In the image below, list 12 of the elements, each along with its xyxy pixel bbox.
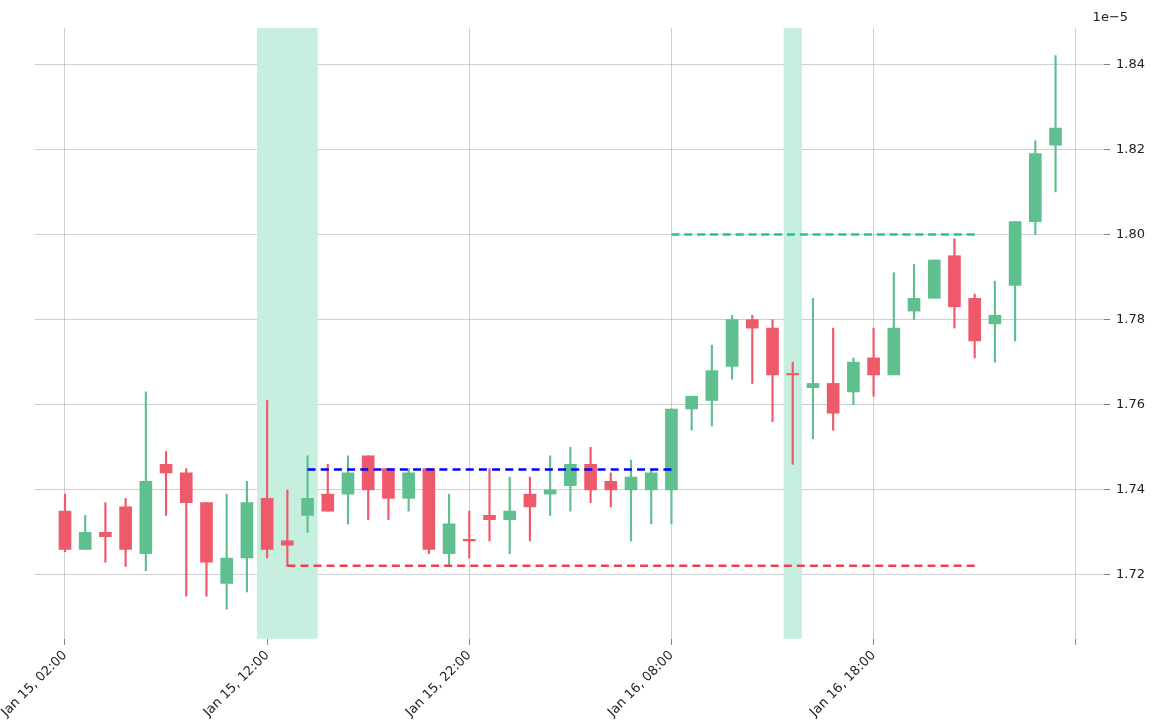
candlestick [786,361,800,465]
y-tick-label: 1.76 [1116,396,1146,412]
y-tick-label: 1.82 [1116,140,1146,156]
y-tick-label: 1.84 [1116,55,1146,71]
candlestick [301,455,314,533]
text: 1e−5 [1092,8,1129,24]
y-tick-label: 1.80 [1116,225,1146,241]
y-tick-label: 1.74 [1116,481,1146,497]
candlestick [1049,55,1062,193]
y-tick-label: 1.72 [1116,566,1146,582]
candlestick [483,468,496,542]
y-tick-label: 1.78 [1116,310,1146,326]
